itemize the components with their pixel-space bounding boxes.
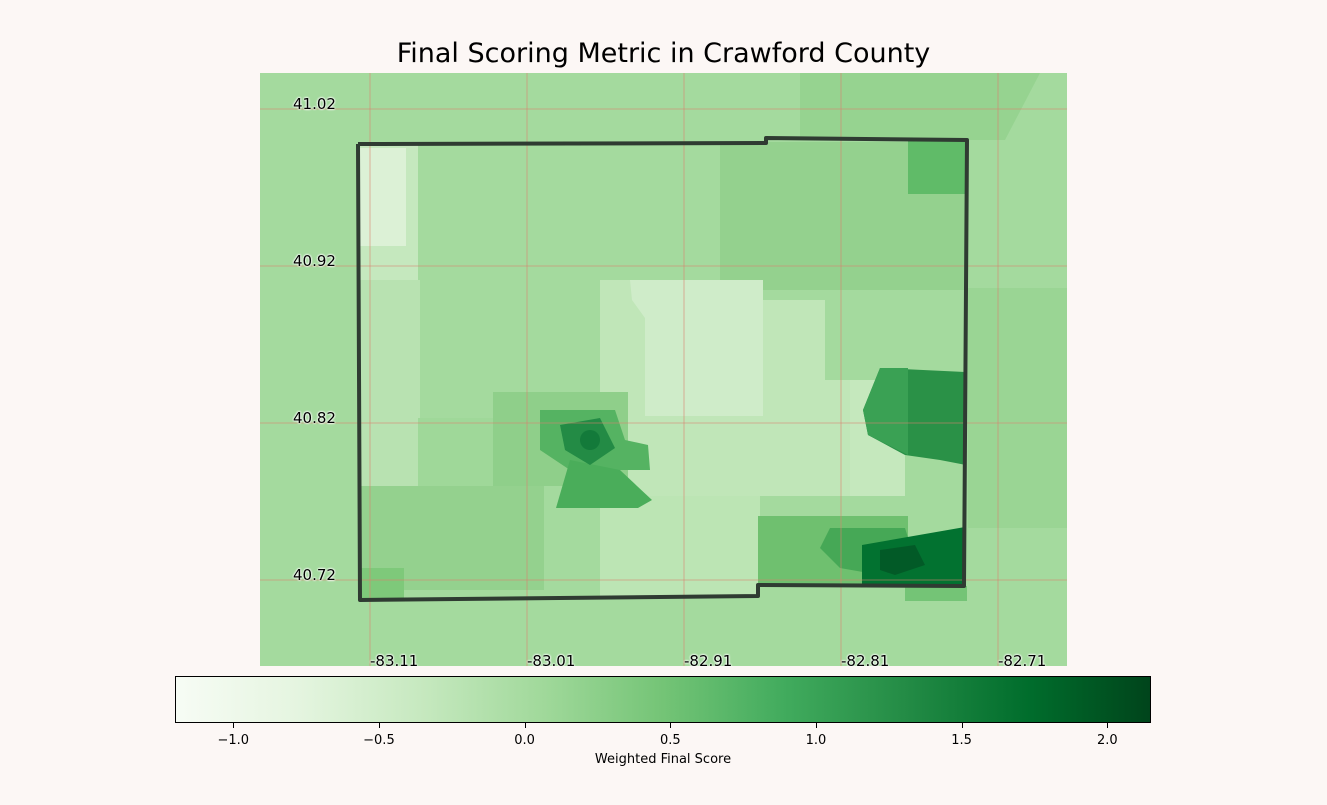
region-northeast-corner [908, 140, 966, 194]
colorbar-tick [524, 723, 526, 728]
lon-label: -82.71 [998, 652, 1047, 670]
colorbar-tick-label: 0.5 [659, 733, 681, 748]
colorbar-gradient [175, 676, 1151, 723]
lat-label: 40.92 [293, 252, 336, 270]
lon-label: -82.81 [841, 652, 890, 670]
graticule [260, 73, 1067, 666]
region-east-outside [968, 288, 1067, 528]
colorbar-tick [233, 723, 235, 728]
region-center-lighter [630, 280, 763, 416]
colorbar-label: Weighted Final Score [594, 752, 732, 767]
colorbar-tick [378, 723, 380, 728]
region-hotspot-east-light [863, 368, 908, 455]
colorbar-tick-label: 0.0 [514, 733, 535, 748]
lat-label: 40.72 [293, 566, 336, 584]
map-title: Final Scoring Metric in Crawford County [396, 38, 931, 69]
colorbar-tick-label: 1.5 [951, 733, 972, 748]
region-southeast-outside [905, 586, 967, 601]
region-west-strip-mid [360, 280, 420, 486]
colorbar-tick [961, 723, 963, 728]
colorbar [175, 676, 1151, 723]
lon-label: -83.01 [527, 652, 576, 670]
region-south-center [600, 496, 760, 596]
region-southeast-darkest [880, 545, 925, 575]
region-southwest-corner [360, 568, 404, 598]
colorbar-tick-label: −1.0 [217, 733, 250, 748]
region-northeast-outside [800, 73, 1040, 140]
colorbar-tick [815, 723, 817, 728]
colorbar-tick-label: 1.0 [805, 733, 827, 748]
lat-label: 40.82 [293, 409, 336, 427]
county-border [356, 136, 969, 602]
colorbar-tick-label: 2.0 [1096, 733, 1118, 748]
region-hotspot-west-peak [580, 430, 600, 450]
lon-label: -82.91 [684, 652, 733, 670]
region-hotspot-west-tail [556, 460, 652, 508]
region-west-strip-north-light [360, 148, 406, 246]
lon-label: -83.11 [370, 652, 419, 670]
lat-label: 41.02 [293, 95, 336, 113]
colorbar-tick [670, 723, 672, 728]
colorbar-tick [1107, 723, 1109, 728]
colorbar-tick-label: −0.5 [363, 733, 395, 748]
